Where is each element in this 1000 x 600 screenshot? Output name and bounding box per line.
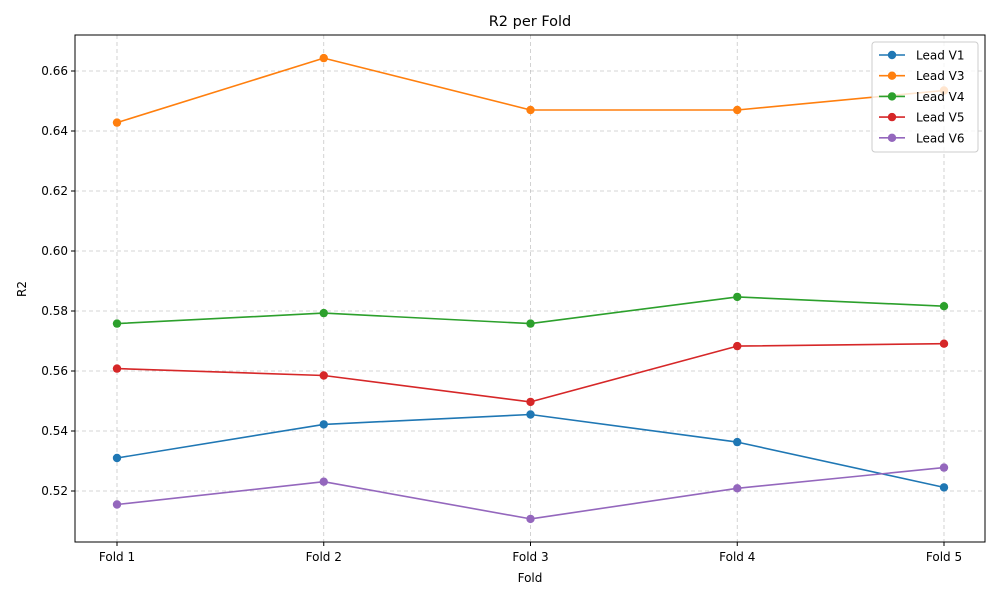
data-point — [733, 341, 742, 351]
legend-marker — [887, 92, 897, 101]
y-tick-label: 0.54 — [41, 424, 68, 438]
legend-label: Lead V4 — [916, 90, 965, 104]
y-tick-label: 0.52 — [41, 484, 68, 498]
data-point — [526, 410, 535, 419]
series-lead-v4 — [112, 292, 949, 328]
y-tick-label: 0.56 — [41, 364, 68, 378]
data-point — [112, 364, 122, 373]
data-point — [939, 483, 949, 492]
data-point — [112, 118, 122, 127]
data-point — [526, 514, 535, 524]
legend-marker — [887, 50, 897, 60]
data-point — [733, 437, 742, 447]
legend-item: Lead V3 — [879, 69, 965, 83]
data-point — [112, 453, 122, 463]
data-point — [939, 463, 949, 472]
legend-label: Lead V1 — [916, 49, 965, 63]
data-point — [733, 292, 742, 302]
series-group — [112, 53, 949, 524]
data-point — [939, 302, 949, 311]
series-lead-v5 — [112, 339, 949, 407]
grid — [75, 35, 985, 542]
data-point — [733, 105, 742, 115]
x-axis-label: Fold — [518, 571, 543, 585]
legend: Lead V1 Lead V3 Lead V4 Lead V5 Lead V6 — [871, 41, 979, 153]
legend-item: Lead V5 — [879, 111, 965, 125]
series-lead-v6 — [112, 463, 949, 524]
y-tick-label: 0.60 — [41, 244, 68, 258]
legend-item: Lead V6 — [879, 131, 965, 145]
legend-item: Lead V1 — [879, 49, 965, 63]
y-tick-label: 0.58 — [41, 304, 68, 318]
y-tick-label: 0.62 — [41, 184, 68, 198]
data-point — [319, 53, 328, 63]
series-lead-v1 — [112, 410, 949, 492]
legend-label: Lead V3 — [916, 69, 965, 83]
x-tick-label: Fold 4 — [719, 550, 755, 564]
legend-marker — [887, 71, 897, 80]
legend-label: Lead V5 — [916, 111, 965, 125]
y-axis-label: R2 — [15, 281, 29, 297]
x-tick-label: Fold 3 — [512, 550, 548, 564]
data-point — [526, 105, 535, 115]
data-point — [526, 319, 535, 328]
axes: Fold 1 Fold 2 Fold 3 Fold 4 Fold 5 0.52 0.54 0.… — [41, 64, 962, 564]
legend-marker — [887, 112, 897, 122]
legend-box — [871, 41, 979, 153]
data-point — [319, 371, 328, 380]
data-point — [319, 308, 328, 318]
data-point — [112, 319, 122, 328]
x-tick-label: Fold 2 — [306, 550, 342, 564]
chart-title: R2 per Fold — [489, 14, 572, 30]
data-point — [733, 484, 742, 493]
x-tick-label: Fold 5 — [926, 550, 962, 564]
data-point — [319, 420, 328, 429]
data-point — [939, 339, 949, 348]
x-tick-label: Fold 1 — [99, 550, 135, 564]
y-tick-label: 0.66 — [41, 64, 68, 78]
legend-label: Lead V6 — [916, 131, 965, 145]
legend-marker — [887, 133, 897, 142]
data-point — [526, 397, 535, 407]
data-point — [112, 500, 122, 509]
data-point — [319, 477, 328, 486]
legend-item: Lead V4 — [879, 90, 965, 104]
y-tick-label: 0.64 — [41, 124, 68, 138]
